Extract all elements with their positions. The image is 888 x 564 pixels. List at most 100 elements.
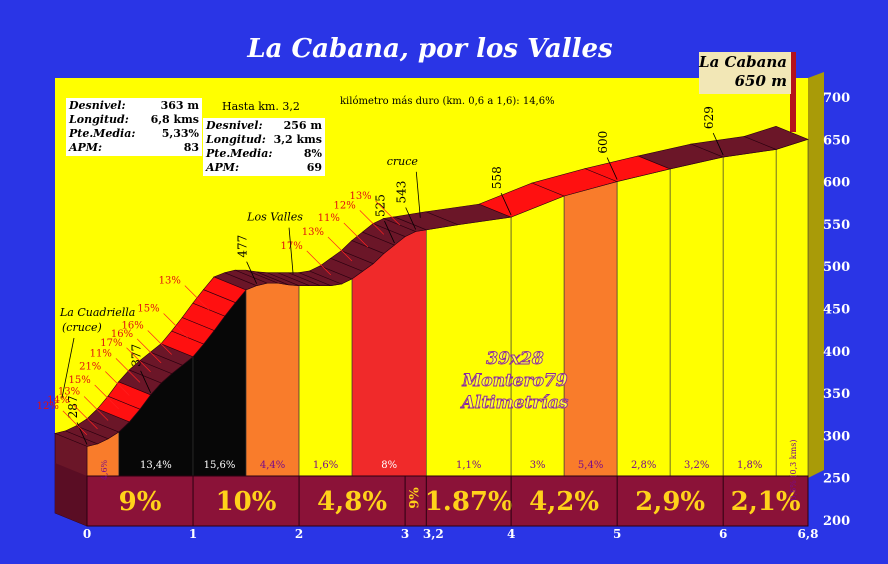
segment-grade-label: 3,2%: [684, 460, 709, 471]
elevation-leader: [76, 422, 88, 445]
stats-row: Desnivel: 256 m: [206, 119, 322, 133]
grade-label: 13%: [159, 276, 181, 287]
elevation-label: 558: [490, 166, 504, 189]
elevation-leader: [405, 207, 417, 230]
stats-label: Desnivel:: [69, 99, 126, 112]
profile-ribbon: [743, 125, 809, 150]
place-leader: [288, 227, 294, 274]
y-tick-label: 250: [823, 472, 850, 487]
grade-leader: [62, 410, 88, 436]
profile-segment: [425, 216, 512, 477]
stats-label: Desnivel:: [206, 119, 263, 132]
grade-label: 12%: [37, 401, 59, 412]
km-grade-label: 9%: [408, 487, 423, 509]
summit-label: La Cabana 650 m: [699, 52, 791, 94]
grade-leader: [359, 210, 385, 235]
y-tick-label: 500: [823, 260, 850, 275]
stats-value: 3,2 kms: [273, 133, 322, 146]
grade-leader: [375, 200, 400, 226]
km-grade-label: 10%: [216, 487, 277, 517]
stats-label: Longitud:: [69, 113, 129, 126]
x-tick-label: 1: [189, 527, 197, 541]
grade-label: 21%: [79, 361, 101, 372]
segment-grade-label: 4,4%: [260, 460, 285, 471]
stats-row: Desnivel: 363 m: [69, 99, 199, 113]
grade-leader: [115, 358, 141, 383]
grade-leader: [73, 404, 98, 430]
stats-row: APM: 83: [69, 141, 199, 155]
plot-side-wall: [808, 72, 824, 478]
y-tick-label: 600: [823, 176, 850, 191]
x-tick-label: 3,2: [423, 527, 444, 541]
profile-segment: [722, 149, 777, 477]
segment-grade-label: 5,4%: [578, 460, 603, 471]
elevation-leader: [384, 220, 395, 244]
stats-row: Longitud: 3,2 kms: [206, 133, 322, 147]
stats-label: Longitud:: [206, 133, 266, 146]
stats-total-box: Desnivel: 363 m Longitud: 6,8 kms Pte.Medi…: [66, 98, 202, 156]
x-tick-label: 4: [507, 527, 515, 541]
stats-value: 5,33%: [161, 127, 199, 140]
stats-partial-box: Desnivel: 256 m Longitud: 3,2 kms Pte.Medi…: [203, 118, 325, 176]
grade-leader: [126, 347, 151, 373]
grade-label: 11%: [318, 213, 340, 224]
elevation-label: 629: [702, 106, 716, 129]
x-tick-label: 0: [83, 527, 91, 541]
segment-grade-label: 1,6%: [313, 460, 338, 471]
grade-leader: [147, 330, 172, 355]
stats-value: 8%: [303, 147, 322, 160]
stats-partial-title: Hasta km. 3,2: [222, 100, 300, 113]
km-grade-label: 2,1%: [731, 487, 801, 517]
grade-leader: [327, 236, 353, 262]
segment-grade-label: 1,1%: [456, 460, 481, 471]
segment-grade-label: 1,8%: [737, 460, 762, 471]
y-tick-label: 350: [823, 387, 850, 402]
x-tick-label: 6,8: [798, 527, 819, 541]
grade-label: 15%: [137, 304, 159, 315]
grade-label: 17%: [100, 338, 122, 349]
profile-segment: [616, 168, 671, 477]
grade-leader: [184, 285, 210, 310]
grade-leader: [105, 371, 130, 396]
profile-segment: [775, 138, 809, 477]
y-tick-label: 450: [823, 303, 850, 318]
grade-label: 15%: [68, 375, 90, 386]
y-tick-label: 700: [823, 91, 850, 106]
stats-value: 6,8 kms: [150, 113, 199, 126]
elevation-label: 477: [236, 235, 250, 258]
grade-label: 13%: [302, 227, 324, 238]
y-tick-label: 300: [823, 429, 850, 444]
grade-label: 16%: [121, 320, 143, 331]
stats-value: 69: [306, 161, 322, 174]
x-tick-label: 3: [401, 527, 409, 541]
x-tick-label: 2: [295, 527, 303, 541]
stats-value: 363 m: [160, 99, 199, 112]
stats-row: APM: 69: [206, 161, 322, 175]
km-grade-label: 4,8%: [317, 487, 387, 517]
elevation-label: 600: [596, 131, 610, 154]
segment-grade-label: 15,6%: [204, 460, 236, 471]
grade-leader: [83, 396, 109, 421]
grade-label: 16%: [111, 329, 133, 340]
profile-segment: [245, 282, 300, 477]
stats-row: Pte.Media: 8%: [206, 147, 322, 161]
watermark-text: 39x28: [486, 349, 544, 369]
profile-segment: [563, 181, 618, 477]
hardest-km-note: kilómetro más duro (km. 0,6 a 1,6): 14,6…: [340, 96, 555, 107]
y-tick-label: 200: [823, 514, 850, 529]
grade-label: 14%: [47, 395, 69, 406]
elevation-label: 543: [395, 181, 409, 204]
summit-elevation: 650 m: [734, 72, 787, 90]
elevation-leader: [500, 192, 512, 216]
segment-grade-label: 8%: [381, 460, 397, 471]
profile-segment: [510, 195, 565, 477]
y-tick-label: 650: [823, 133, 850, 148]
km-grade-label: 4,2%: [529, 487, 599, 517]
place-leader: [415, 171, 421, 218]
grade-label: 13%: [58, 386, 80, 397]
grade-leader: [163, 313, 188, 338]
stats-label: APM:: [69, 141, 103, 154]
elevation-label: 287: [66, 395, 80, 418]
grade-leader: [136, 338, 162, 364]
